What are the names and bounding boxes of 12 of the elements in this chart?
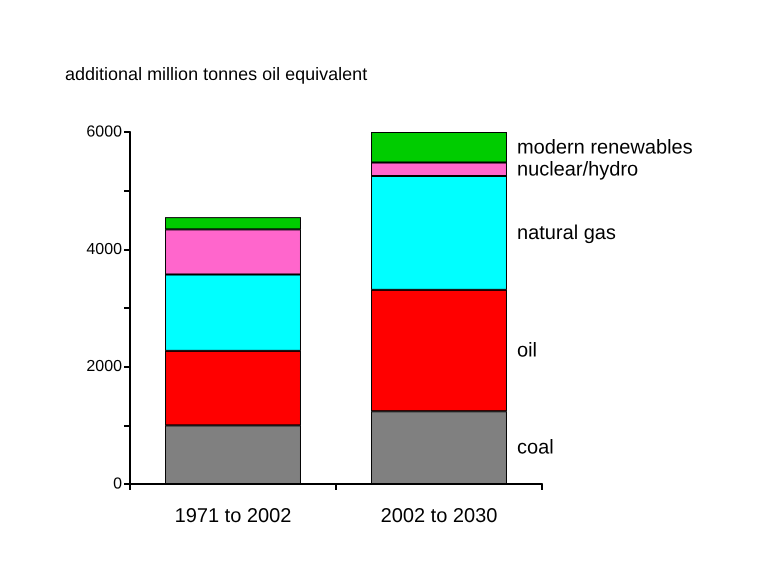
series-label: coal <box>516 436 554 459</box>
series-label: modern renewables <box>516 136 693 158</box>
series-label: oil <box>516 340 537 362</box>
y-tick-label: 2000 <box>86 358 122 376</box>
x-tick-label: 1971 to 2002 <box>174 505 292 527</box>
x-tick-label: 2002 to 2030 <box>380 505 498 527</box>
y-tick-label: 6000 <box>86 124 122 140</box>
series-label: natural gas <box>516 222 616 244</box>
y-tick-label: 0 <box>113 476 122 492</box>
series-label: nuclear/hydro <box>516 158 638 180</box>
y-tick-label: 4000 <box>86 240 122 258</box>
chart-title: additional million tonnes oil equivalent <box>65 64 368 84</box>
